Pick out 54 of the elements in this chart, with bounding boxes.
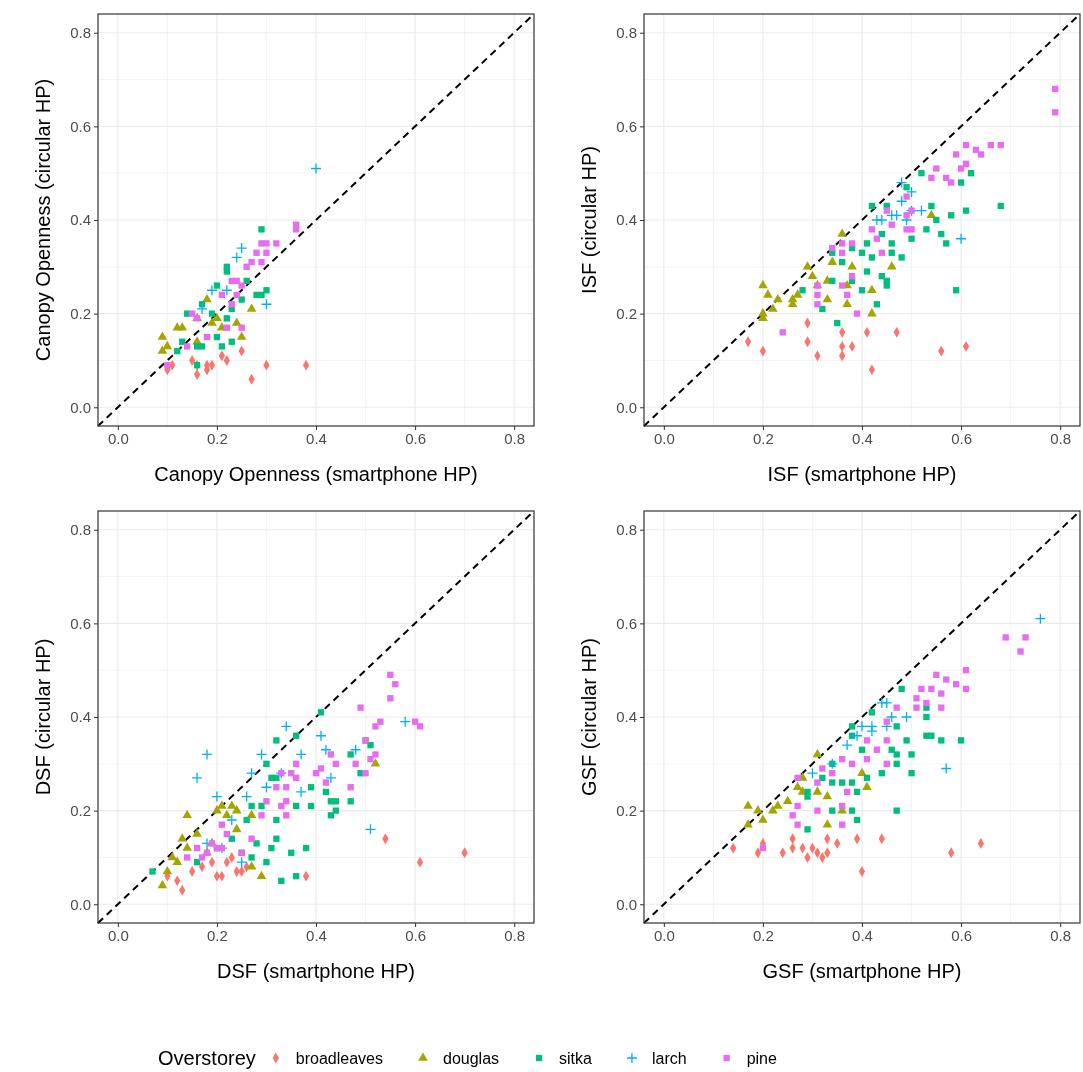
y-axis-title: ISF (circular HP) [578,146,600,294]
y-tick-label: 0.6 [70,614,91,632]
x-tick-label: 0.8 [1050,926,1072,944]
y-tick-label: 0.2 [70,304,91,322]
legend-label: larch [651,1050,687,1067]
y-tick-label: 0.6 [616,117,637,135]
y-tick-label: 0.4 [70,708,91,726]
y-tick-label: 0.0 [616,398,637,416]
x-axis-title: GSF (smartphone HP) [762,960,962,982]
x-tick-label: 0.4 [306,429,327,447]
y-tick-label: 0.4 [616,211,637,229]
y-tick-label: 0.8 [616,24,637,42]
legend-label: broadleaves [295,1050,383,1067]
x-tick-label: 0.6 [951,926,973,944]
x-tick-label: 0.0 [107,429,129,447]
x-tick-label: 0.2 [206,429,228,447]
x-tick-label: 0.8 [504,429,526,447]
y-axis-title: Canopy Openness (circular HP) [32,78,54,362]
legend-label: douglas [442,1050,500,1067]
x-tick-label: 0.8 [504,926,526,944]
x-tick-label: 0.0 [653,926,675,944]
x-axis-title: ISF (smartphone HP) [767,463,957,485]
y-axis-title: GSF (circular HP) [578,638,600,796]
y-tick-label: 0.6 [616,614,637,632]
y-tick-label: 0.6 [70,117,91,135]
y-tick-label: 0.0 [70,895,91,913]
x-tick-label: 0.6 [951,429,973,447]
y-tick-label: 0.0 [70,398,91,416]
x-tick-label: 0.8 [1050,429,1072,447]
x-axis-title: Canopy Openness (smartphone HP) [154,463,478,485]
y-tick-label: 0.2 [616,304,637,322]
legend-label: sitka [559,1050,593,1067]
x-axis-title: DSF (smartphone HP) [217,960,415,982]
y-tick-label: 0.8 [616,521,637,539]
x-tick-label: 0.2 [752,926,774,944]
y-axis-title: DSF (circular HP) [32,638,54,796]
legend-title: Overstorey [158,1047,256,1069]
legend-label: pine [746,1050,777,1067]
y-tick-label: 0.2 [70,801,91,819]
x-tick-label: 0.4 [306,926,327,944]
x-tick-label: 0.6 [405,429,427,447]
x-tick-label: 0.4 [852,429,873,447]
x-tick-label: 0.0 [653,429,675,447]
x-tick-label: 0.2 [752,429,774,447]
y-tick-label: 0.8 [70,521,91,539]
y-tick-label: 0.2 [616,801,637,819]
x-tick-label: 0.4 [852,926,873,944]
x-tick-label: 0.6 [405,926,427,944]
y-tick-label: 0.4 [616,708,637,726]
y-tick-label: 0.8 [70,24,91,42]
x-tick-label: 0.0 [107,926,129,944]
y-tick-label: 0.4 [70,211,91,229]
x-tick-label: 0.2 [206,926,228,944]
y-tick-label: 0.0 [616,895,637,913]
